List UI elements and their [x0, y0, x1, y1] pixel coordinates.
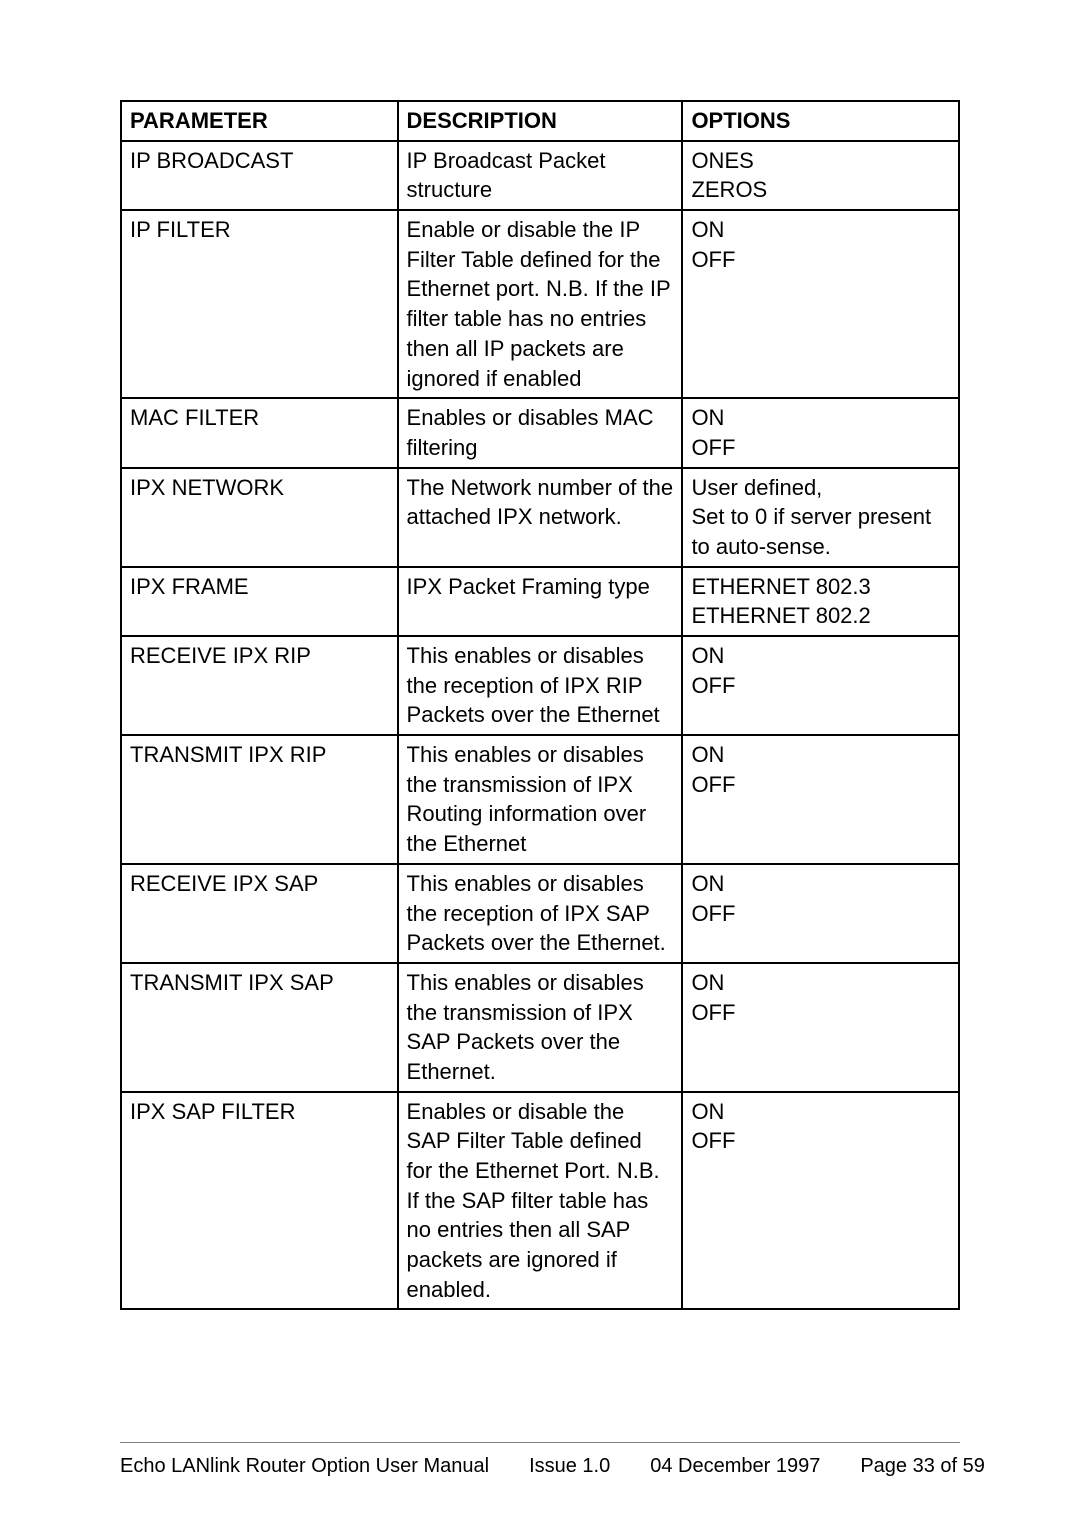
- table-row: IP BROADCAST IP Broadcast Packet structu…: [121, 141, 959, 210]
- cell-opts: User defined,Set to 0 if server present …: [682, 468, 959, 567]
- cell-opts: ETHERNET 802.3ETHERNET 802.2: [682, 567, 959, 636]
- cell-desc: This enables or disables the transmissio…: [398, 735, 683, 864]
- table-row: TRANSMIT IPX RIP This enables or disable…: [121, 735, 959, 864]
- cell-param: TRANSMIT IPX RIP: [121, 735, 398, 864]
- cell-opts: ONOFF: [682, 1092, 959, 1310]
- header-description: DESCRIPTION: [398, 101, 683, 141]
- cell-opts: ONOFF: [682, 864, 959, 963]
- cell-param: IP BROADCAST: [121, 141, 398, 210]
- cell-param: IP FILTER: [121, 210, 398, 398]
- table-header-row: PARAMETER DESCRIPTION OPTIONS: [121, 101, 959, 141]
- footer-page: Page 33 of 59: [860, 1455, 985, 1478]
- document-page: PARAMETER DESCRIPTION OPTIONS IP BROADCA…: [0, 0, 1080, 1528]
- cell-param: MAC FILTER: [121, 398, 398, 467]
- cell-opts: ONOFF: [682, 963, 959, 1092]
- footer-issue: Issue 1.0: [529, 1455, 610, 1478]
- cell-param: IPX SAP FILTER: [121, 1092, 398, 1310]
- cell-desc: This enables or disables the transmissio…: [398, 963, 683, 1092]
- footer-date: 04 December 1997: [650, 1455, 820, 1478]
- cell-opts: ONOFF: [682, 735, 959, 864]
- cell-desc: This enables or disables the reception o…: [398, 864, 683, 963]
- table-row: IPX NETWORK The Network number of the at…: [121, 468, 959, 567]
- cell-desc: Enable or disable the IP Filter Table de…: [398, 210, 683, 398]
- cell-opts: ONOFF: [682, 636, 959, 735]
- cell-param: RECEIVE IPX RIP: [121, 636, 398, 735]
- table-row: TRANSMIT IPX SAP This enables or disable…: [121, 963, 959, 1092]
- cell-opts: ONOFF: [682, 210, 959, 398]
- cell-desc: IP Broadcast Packet structure: [398, 141, 683, 210]
- cell-desc: IPX Packet Framing type: [398, 567, 683, 636]
- parameter-table: PARAMETER DESCRIPTION OPTIONS IP BROADCA…: [120, 100, 960, 1310]
- page-footer: Echo LANlink Router Option User Manual I…: [120, 1442, 960, 1478]
- cell-opts: ONOFF: [682, 398, 959, 467]
- table-row: IPX FRAME IPX Packet Framing type ETHERN…: [121, 567, 959, 636]
- table-row: MAC FILTER Enables or disables MAC filte…: [121, 398, 959, 467]
- cell-opts: ONESZEROS: [682, 141, 959, 210]
- cell-desc: Enables or disables MAC filtering: [398, 398, 683, 467]
- header-parameter: PARAMETER: [121, 101, 398, 141]
- cell-desc: Enables or disable the SAP Filter Table …: [398, 1092, 683, 1310]
- table-row: RECEIVE IPX RIP This enables or disables…: [121, 636, 959, 735]
- cell-desc: This enables or disables the reception o…: [398, 636, 683, 735]
- table-row: RECEIVE IPX SAP This enables or disables…: [121, 864, 959, 963]
- cell-desc: The Network number of the attached IPX n…: [398, 468, 683, 567]
- table-row: IPX SAP FILTER Enables or disable the SA…: [121, 1092, 959, 1310]
- header-options: OPTIONS: [682, 101, 959, 141]
- cell-param: RECEIVE IPX SAP: [121, 864, 398, 963]
- table-body: IP BROADCAST IP Broadcast Packet structu…: [121, 141, 959, 1310]
- cell-param: IPX NETWORK: [121, 468, 398, 567]
- footer-title: Echo LANlink Router Option User Manual: [120, 1455, 489, 1478]
- cell-param: TRANSMIT IPX SAP: [121, 963, 398, 1092]
- cell-param: IPX FRAME: [121, 567, 398, 636]
- table-row: IP FILTER Enable or disable the IP Filte…: [121, 210, 959, 398]
